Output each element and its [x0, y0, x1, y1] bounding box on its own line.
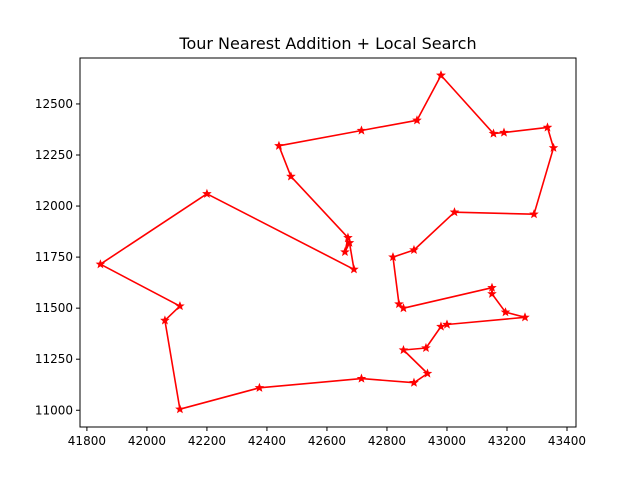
tour-point — [349, 264, 359, 274]
tour-point — [442, 319, 452, 329]
x-tick-label: 41800 — [68, 434, 106, 448]
y-tick-label: 11750 — [35, 250, 73, 264]
tour-points — [95, 70, 559, 414]
tour-point — [412, 115, 422, 125]
tour-point — [286, 171, 296, 181]
x-tick-label: 43000 — [428, 434, 466, 448]
tour-point — [409, 244, 419, 255]
tour-point — [488, 128, 499, 138]
tour-point — [499, 127, 509, 137]
tour-point — [394, 299, 404, 309]
tour-point — [175, 301, 185, 311]
y-tick-label: 11000 — [35, 403, 73, 417]
tour-point — [529, 209, 539, 219]
x-tick-label: 42600 — [308, 434, 346, 448]
tour-point — [487, 288, 497, 298]
tour-path-line — [99, 74, 555, 411]
tour-point — [421, 342, 431, 353]
tour-point — [388, 252, 398, 262]
tour-point — [343, 232, 353, 242]
tour-point — [202, 188, 212, 198]
tour-point — [160, 315, 170, 325]
tour-point — [436, 321, 446, 331]
y-tick-label: 12500 — [35, 97, 73, 111]
tour-point — [254, 382, 265, 392]
x-tick-label: 42400 — [248, 434, 286, 448]
tour-point — [548, 142, 559, 152]
tour-point — [436, 70, 446, 80]
tour-point — [356, 373, 367, 383]
plot-frame — [79, 57, 577, 428]
tour-point — [398, 303, 409, 313]
y-tick-label: 12000 — [35, 199, 73, 213]
y-tick-label: 11500 — [35, 301, 73, 315]
x-tick-label: 42200 — [188, 434, 226, 448]
tour-point — [542, 122, 553, 132]
tour-point — [409, 377, 419, 387]
tour-point — [356, 125, 367, 135]
x-tick-label: 42800 — [368, 434, 406, 448]
tour-point — [449, 207, 460, 217]
y-axis: 11000 11250 11500 11750 12000 12250 12500 — [35, 97, 80, 417]
tour-point — [175, 404, 185, 414]
tour-point — [95, 259, 106, 269]
x-tick-label: 43200 — [488, 434, 526, 448]
x-axis: 41800 42000 42200 42400 42600 42800 43000 43200… — [68, 427, 586, 448]
tour-point — [520, 312, 530, 322]
y-tick-label: 12250 — [35, 148, 73, 162]
x-tick-label: 42000 — [128, 434, 166, 448]
x-tick-label: 43400 — [548, 434, 586, 448]
tour-point — [500, 307, 511, 317]
tour-point — [398, 344, 409, 355]
tour-point — [422, 368, 433, 378]
tour-point — [274, 140, 284, 150]
chart-title: Tour Nearest Addition + Local Search — [178, 34, 476, 53]
y-tick-label: 11250 — [35, 352, 73, 366]
tour-point — [344, 237, 355, 247]
tour-point — [340, 246, 350, 257]
